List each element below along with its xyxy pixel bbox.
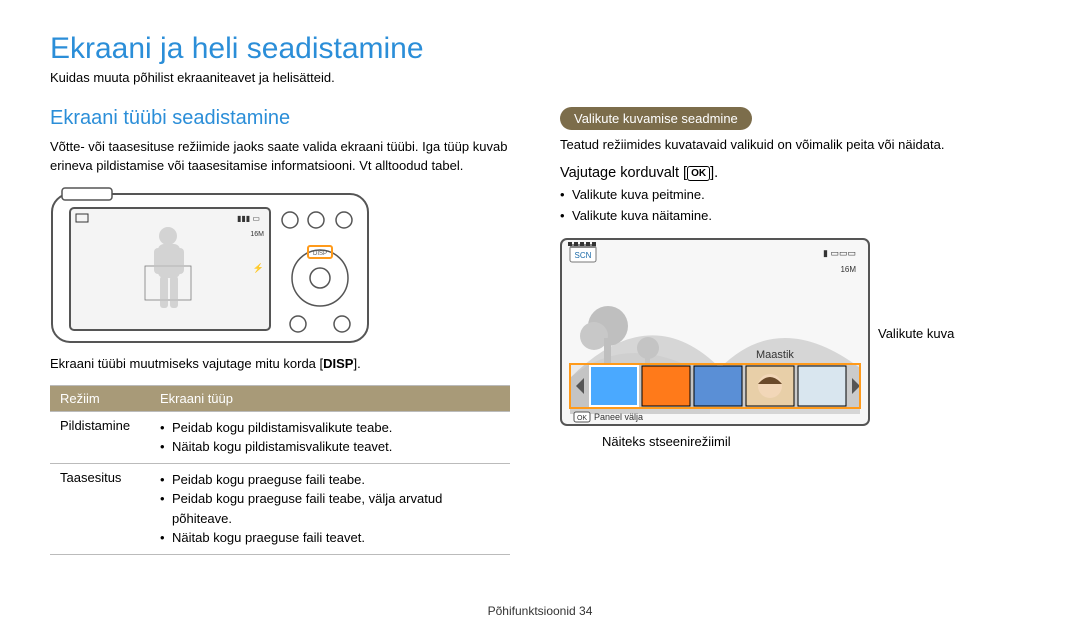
svg-text:16M: 16M: [250, 231, 264, 238]
th-type: Ekraani tüüp: [150, 385, 510, 411]
press-post: ].: [710, 165, 718, 181]
disp-label: DISP: [323, 356, 353, 371]
mode-cell: Pildistamine: [50, 411, 150, 463]
svg-text:▮▮▮ ▭: ▮▮▮ ▭: [237, 214, 260, 223]
svg-text:⚡: ⚡: [253, 262, 264, 274]
th-mode: Režiim: [50, 385, 150, 411]
ok-icon: OK: [687, 166, 710, 181]
svg-text:16M: 16M: [840, 265, 856, 274]
press-pre: Vajutage korduvalt [: [560, 165, 687, 181]
left-intro: Võtte- või taasesituse režiimide jaoks s…: [50, 138, 520, 176]
mode-item: Peidab kogu praeguse faili teabe, välja …: [160, 489, 500, 528]
disp-caption-post: ].: [353, 356, 360, 371]
scene-side-label: Valikute kuva: [878, 326, 954, 341]
mode-item: Peidab kogu pildistamisvalikute teabe.: [160, 418, 500, 438]
scene-figure-wrap: SCN ▮ ▭▭▭ 16M Maast: [560, 238, 1030, 428]
panel-label: Paneel välja: [594, 412, 643, 422]
left-heading: Ekraani tüübi seadistamine: [50, 107, 520, 130]
svg-text:▮ ▭▭▭: ▮ ▭▭▭: [823, 248, 856, 258]
svg-text:SCN: SCN: [575, 251, 592, 260]
pill-sub: Teatud režiimides kuvatavaid valikuid on…: [560, 136, 1030, 155]
mode-item: Näitab kogu pildistamisvalikute teavet.: [160, 437, 500, 457]
scn-badge: SCN: [568, 242, 596, 262]
table-row: Taasesitus Peidab kogu praeguse faili te…: [50, 463, 510, 554]
mode-item: Peidab kogu praeguse faili teabe.: [160, 470, 500, 490]
svg-text:OK: OK: [577, 415, 587, 422]
disp-caption: Ekraani tüübi muutmiseks vajutage mitu k…: [50, 356, 520, 371]
page-subtitle: Kuidas muuta põhilist ekraaniteavet ja h…: [50, 70, 1030, 85]
mode-item: Näitab kogu praeguse faili teavet.: [160, 528, 500, 548]
disp-caption-pre: Ekraani tüübi muutmiseks vajutage mitu k…: [50, 356, 323, 371]
landscape-label: Maastik: [756, 349, 794, 361]
thumbnail-strip: [570, 364, 860, 408]
example-caption: Näiteks stseenirežiimil: [602, 434, 1030, 449]
table-row: Pildistamine Peidab kogu pildistamisvali…: [50, 411, 510, 463]
camera-svg: ▮▮▮ ▭ 16M ⚡: [50, 186, 370, 346]
mode-table: Režiim Ekraani tüüp Pildistamine Peidab …: [50, 385, 510, 555]
svg-text:DISP: DISP: [313, 251, 327, 257]
bullet-item: Valikute kuva näitamine.: [560, 206, 1030, 227]
bullet-item: Valikute kuva peitmine.: [560, 185, 1030, 206]
camera-figure: ▮▮▮ ▭ 16M ⚡: [50, 186, 520, 346]
mode-cell: Taasesitus: [50, 463, 150, 554]
left-column: Ekraani tüübi seadistamine Võtte- või ta…: [50, 107, 520, 555]
page-footer: Põhifunktsioonid 34: [0, 604, 1080, 618]
press-line: Vajutage korduvalt [OK].: [560, 165, 1030, 181]
press-bullets: Valikute kuva peitmine. Valikute kuva nä…: [560, 185, 1030, 227]
page-title: Ekraani ja heli seadistamine: [50, 32, 1030, 66]
scene-svg: SCN ▮ ▭▭▭ 16M Maast: [560, 238, 870, 428]
options-pill: Valikute kuvamise seadmine: [560, 107, 752, 130]
right-column: Valikute kuvamise seadmine Teatud režiim…: [560, 107, 1030, 555]
